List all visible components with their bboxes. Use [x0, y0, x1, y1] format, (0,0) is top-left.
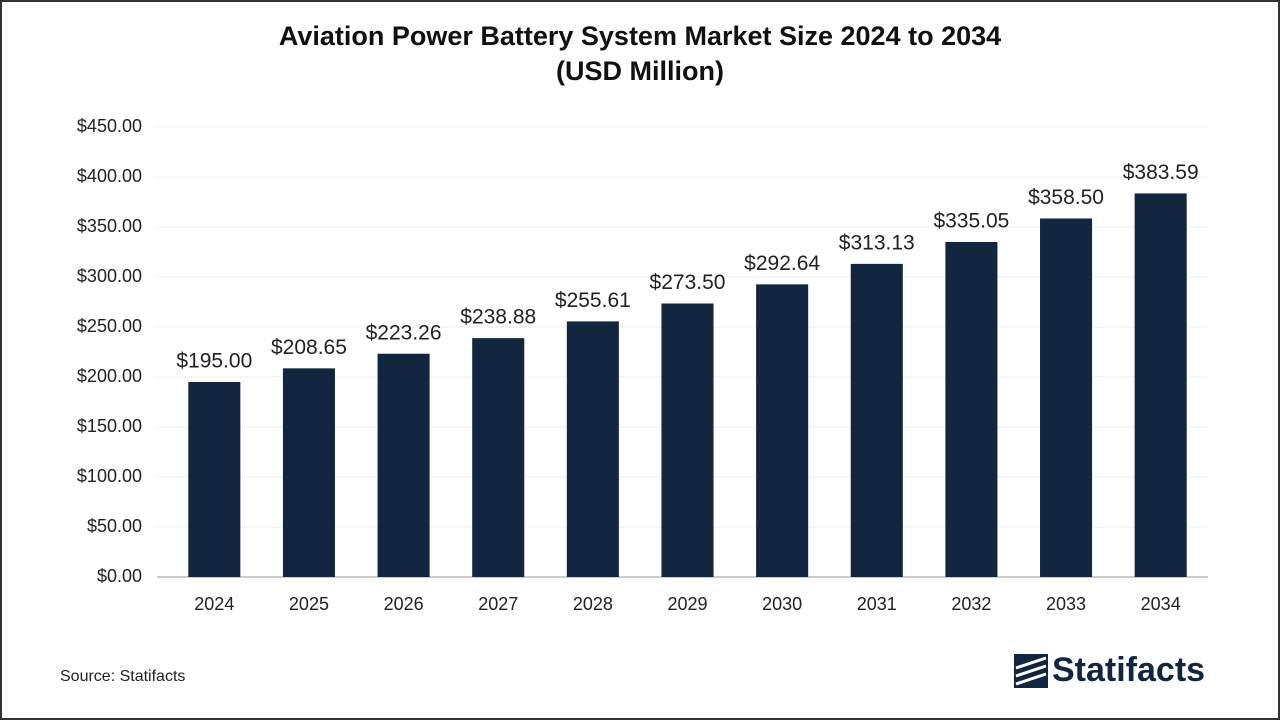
bar	[472, 338, 525, 577]
value-label: $223.26	[366, 321, 442, 344]
logo-stripes	[1015, 656, 1047, 686]
value-label: $273.50	[650, 271, 726, 294]
y-tick-label: $450.00	[77, 116, 142, 136]
value-label: $255.61	[555, 289, 631, 312]
y-tick-label: $300.00	[77, 266, 142, 286]
x-tick-label: 2031	[857, 594, 897, 614]
value-label: $383.59	[1123, 161, 1199, 184]
x-tick-label: 2032	[951, 594, 991, 614]
bar	[756, 284, 809, 577]
bar	[188, 382, 241, 577]
y-tick-label: $50.00	[87, 516, 142, 536]
y-tick-label: $350.00	[77, 216, 142, 236]
y-tick-label: $250.00	[77, 316, 142, 336]
bar	[850, 263, 903, 577]
chart-title: Aviation Power Battery System Market Siz…	[279, 21, 1001, 51]
x-tick-label: 2030	[762, 594, 802, 614]
y-tick-label: $150.00	[77, 416, 142, 436]
brand: Statifacts	[1052, 651, 1205, 689]
value-label: $238.88	[460, 306, 536, 329]
logo: Statifacts	[1014, 651, 1205, 689]
x-tick-label: 2034	[1141, 594, 1181, 614]
x-tick-label: 2025	[289, 594, 329, 614]
chart-subtitle: (USD Million)	[556, 56, 724, 86]
bar	[945, 241, 998, 577]
value-label: $208.65	[271, 336, 347, 359]
y-tick-label: $100.00	[77, 466, 142, 486]
value-label: $358.50	[1028, 186, 1104, 209]
bar	[282, 368, 335, 577]
value-label: $292.64	[744, 252, 820, 275]
bar	[1134, 193, 1187, 577]
bar	[566, 321, 619, 577]
source: Source: Statifacts	[60, 668, 185, 685]
value-label: $195.00	[176, 350, 252, 373]
y-tick-label: $200.00	[77, 366, 142, 386]
bar	[377, 353, 430, 577]
y-tick-label: $400.00	[77, 166, 142, 186]
x-tick-label: 2028	[573, 594, 613, 614]
value-label: $335.05	[933, 209, 1009, 232]
x-tick-label: 2027	[478, 594, 518, 614]
bar	[661, 303, 714, 577]
x-tick-label: 2026	[384, 594, 424, 614]
x-tick-label: 2033	[1046, 594, 1086, 614]
x-tick-label: 2024	[194, 594, 234, 614]
value-label: $313.13	[839, 231, 915, 254]
bar	[1040, 218, 1093, 577]
y-tick-label: $0.00	[97, 566, 142, 586]
x-tick-label: 2029	[667, 594, 707, 614]
